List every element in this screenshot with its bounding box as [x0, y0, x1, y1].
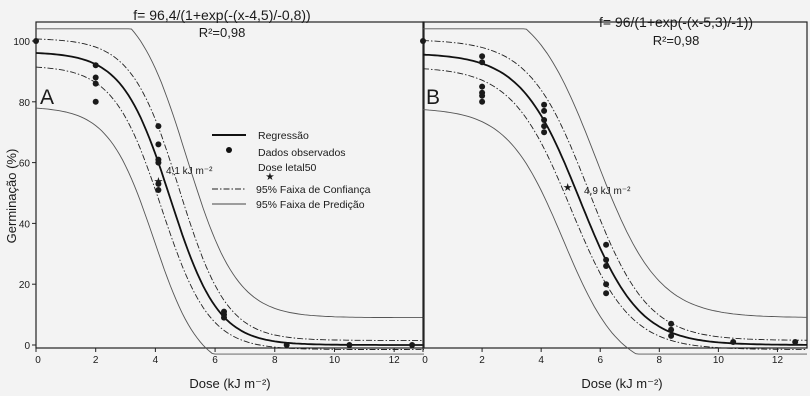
y-tick-label: 40	[19, 219, 31, 230]
panel-b-frame	[422, 21, 808, 349]
data-point	[479, 92, 486, 99]
data-point	[668, 320, 675, 327]
y-tick-label: 100	[13, 37, 30, 48]
prediction-band-lower	[422, 109, 807, 355]
data-point	[409, 342, 416, 348]
prediction-band-upper	[423, 28, 807, 318]
regression-curve	[422, 53, 807, 346]
y-tick-label: 20	[19, 280, 31, 291]
x-tick-label: 12	[389, 355, 401, 366]
legend-ld50-swatch: ★	[265, 171, 275, 183]
panel-a-label: A	[40, 86, 54, 109]
x-tick-label: 10	[329, 355, 341, 366]
panel-a-frame	[35, 21, 425, 349]
panel-a: ★ 0 2 4 6 8 10 12 0 20 40 60 80 100 A f= 96,4/(1+ex…	[4, 7, 425, 391]
data-point	[603, 281, 610, 288]
x-tick-label: 0	[35, 355, 41, 366]
data-point	[155, 180, 162, 187]
legend-confidence: 95% Faixa de Confiança	[256, 184, 371, 196]
x-tick-label: 2	[93, 355, 99, 366]
x-tick-label: 4	[153, 355, 159, 366]
data-point	[479, 53, 486, 60]
data-point	[603, 263, 610, 269]
panel-b: ★ 0 2 4 6 8 10 12 B f= 96/(1+exp(-(x-5,3)/-1))…	[420, 14, 808, 391]
data-point	[479, 59, 486, 66]
y-tick-label: 0	[24, 341, 30, 352]
panel-a-y-ticks: 0 20 40 60 80 100	[13, 37, 36, 352]
confidence-band-upper	[35, 38, 424, 341]
panel-a-bands	[35, 28, 424, 355]
x-tick-label: 2	[479, 355, 485, 366]
data-point	[668, 332, 675, 339]
data-point	[541, 107, 548, 114]
data-point	[92, 74, 99, 81]
data-point	[479, 83, 486, 90]
panel-b-points: ★	[420, 38, 799, 345]
panel-b-bands	[422, 28, 808, 355]
data-point	[155, 187, 162, 193]
panel-a-equation: f= 96,4/(1+exp(-(x-4,5)/-0,8))	[133, 7, 310, 23]
panel-a-r2: R²=0,98	[199, 25, 246, 40]
x-tick-label: 6	[597, 355, 603, 366]
panel-a-x-label: Dose (kJ m⁻²)	[189, 376, 270, 391]
data-point	[283, 342, 290, 348]
panel-b-label: B	[426, 86, 440, 109]
data-point	[92, 62, 99, 69]
data-point	[155, 123, 162, 130]
x-tick-label: 4	[538, 355, 544, 366]
legend-regression: Regressão	[258, 130, 309, 142]
x-tick-label: 12	[772, 355, 784, 366]
y-tick-label: 80	[19, 98, 31, 109]
data-point	[541, 129, 548, 136]
panel-b-x-ticks: 0 2 4 6 8 10 12	[422, 348, 783, 366]
legend-ld50: Dose letal50	[258, 162, 317, 174]
confidence-band-upper	[422, 40, 808, 341]
x-tick-label: 8	[272, 355, 278, 366]
legend-prediction: 95% Faixa de Predição	[256, 199, 365, 211]
ld50-marker: ★	[153, 176, 163, 188]
data-point	[541, 117, 548, 123]
data-point	[92, 80, 99, 87]
confidence-band-lower	[422, 68, 807, 350]
legend-observed: Dados observados	[258, 147, 346, 159]
regression-curve	[35, 52, 424, 346]
y-axis-label: Germinação (%)	[4, 149, 19, 244]
data-point	[730, 339, 737, 345]
data-point	[603, 256, 610, 263]
data-point	[541, 123, 548, 130]
data-point	[541, 101, 548, 108]
x-tick-label: 0	[422, 355, 428, 366]
panel-b-r2: R²=0,98	[653, 33, 700, 48]
data-point	[155, 159, 162, 166]
panel-a-x-ticks: 0 2 4 6 8 10 12	[35, 348, 400, 366]
ld50-marker: ★	[563, 182, 573, 194]
panel-b-equation: f= 96/(1+exp(-(x-5,3)/-1))	[599, 14, 753, 30]
panel-b-x-label: Dose (kJ m⁻²)	[581, 376, 662, 391]
data-point	[346, 342, 353, 348]
data-point	[603, 241, 610, 248]
panel-a-points: ★	[33, 38, 416, 348]
data-point	[221, 314, 227, 321]
legend: Regressão Dados observados ★ Dose letal5…	[212, 130, 371, 211]
data-point	[155, 141, 162, 148]
prediction-band-lower	[35, 107, 424, 355]
data-point	[603, 290, 610, 297]
data-point	[92, 98, 99, 105]
data-point	[792, 339, 799, 345]
legend-observed-swatch	[226, 147, 232, 153]
confidence-band-lower	[35, 66, 424, 351]
panel-b-ld50-label: 4,9 kJ m⁻²	[584, 186, 631, 197]
x-tick-label: 6	[212, 355, 218, 366]
data-point	[479, 98, 486, 105]
prediction-band-upper	[36, 28, 424, 319]
data-point	[420, 38, 426, 44]
data-point	[668, 326, 675, 333]
y-tick-label: 60	[19, 159, 31, 170]
x-tick-label: 8	[657, 355, 663, 366]
x-tick-label: 10	[713, 355, 725, 366]
panel-a-ld50-label: 4,1 kJ m⁻²	[166, 166, 213, 177]
